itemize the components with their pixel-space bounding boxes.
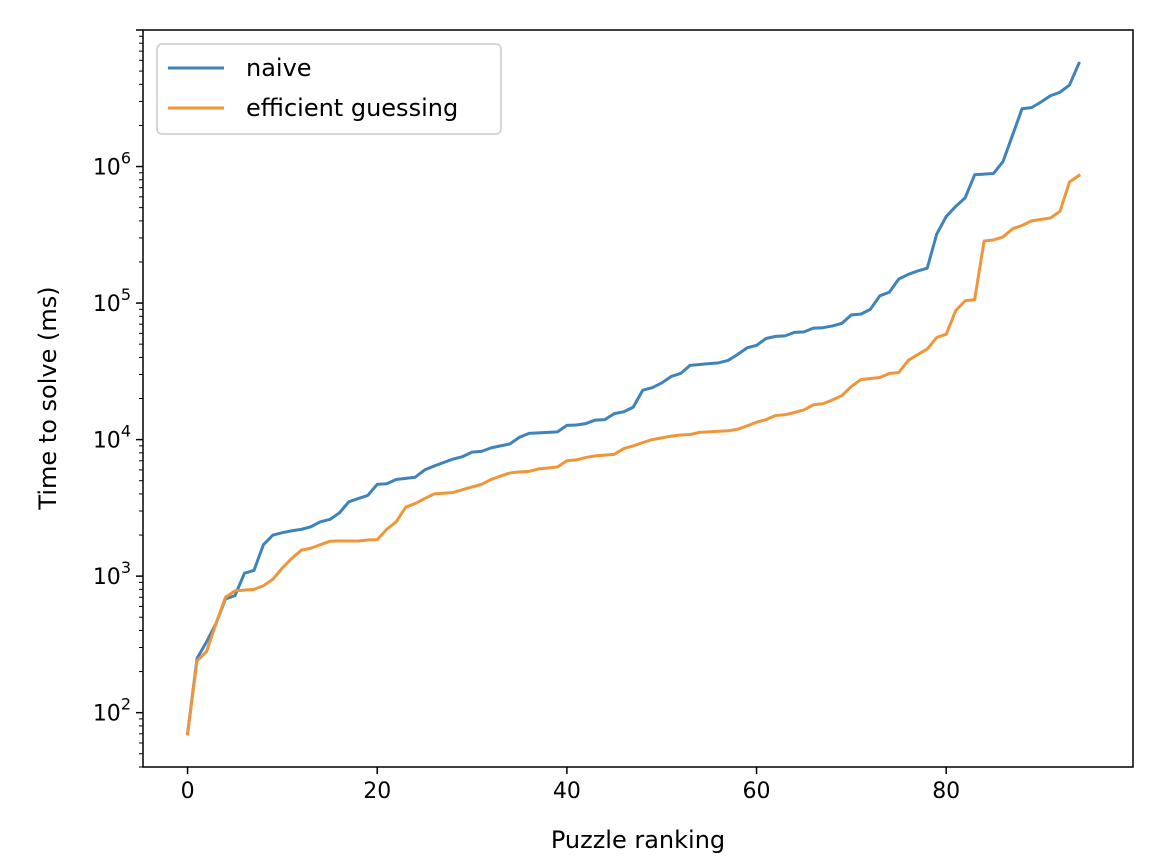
x-axis-label: Puzzle ranking: [551, 826, 725, 854]
legend: naive efficient guessing: [156, 43, 502, 135]
series-line-0: [185, 61, 1081, 736]
series-line-1: [185, 173, 1082, 736]
legend-box: [156, 43, 502, 135]
series-layer: [185, 61, 1082, 736]
x-tick-label: 80: [932, 779, 960, 804]
y-axis: 102 103 104 105 106: [93, 29, 143, 768]
x-tick-label: 40: [553, 779, 581, 804]
x-tick-label: 0: [181, 779, 195, 804]
x-axis: 0 20 40 60 80: [181, 767, 960, 804]
y-axis-label: Time to solve (ms): [34, 286, 62, 510]
y-tick-label: 104: [93, 422, 131, 454]
y-tick-label: 105: [93, 285, 131, 317]
y-tick-label: 103: [93, 558, 131, 590]
y-tick-label: 102: [93, 695, 131, 727]
x-tick-label: 20: [363, 779, 391, 804]
y-tick-label: 106: [93, 149, 131, 181]
legend-label-1: efficient guessing: [246, 94, 458, 122]
x-tick-label: 60: [743, 779, 771, 804]
legend-label-0: naive: [246, 54, 312, 82]
